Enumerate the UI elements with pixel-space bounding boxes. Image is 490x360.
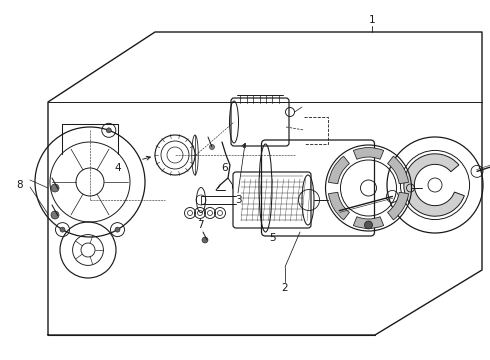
Text: 6: 6	[221, 163, 228, 173]
Circle shape	[106, 128, 111, 133]
Text: 8: 8	[17, 180, 24, 190]
Text: 3: 3	[235, 195, 241, 205]
Circle shape	[210, 144, 215, 149]
Circle shape	[365, 221, 372, 229]
Wedge shape	[388, 192, 409, 220]
Circle shape	[115, 227, 120, 232]
Text: 4: 4	[115, 163, 122, 173]
Circle shape	[51, 211, 59, 219]
Circle shape	[202, 237, 208, 243]
Wedge shape	[328, 192, 349, 220]
Circle shape	[60, 227, 65, 232]
Wedge shape	[388, 156, 409, 184]
Text: 5: 5	[269, 233, 275, 243]
Text: 2: 2	[282, 283, 288, 293]
Wedge shape	[328, 156, 349, 184]
Wedge shape	[353, 148, 384, 159]
Text: 7: 7	[196, 220, 203, 230]
Wedge shape	[353, 217, 384, 229]
Wedge shape	[404, 154, 465, 216]
Circle shape	[51, 184, 59, 192]
Text: 1: 1	[368, 15, 375, 25]
